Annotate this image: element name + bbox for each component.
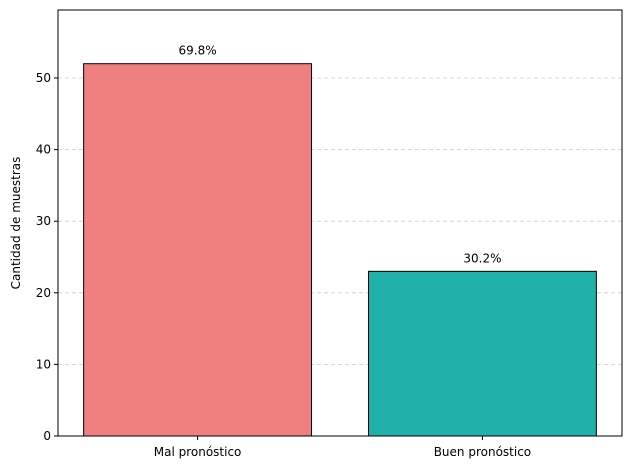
y-axis: 0 10 20 30 40 50 — [36, 71, 58, 443]
y-tick-label-4: 40 — [36, 143, 51, 157]
data-labels-layer: 69.8% 30.2% — [179, 44, 502, 266]
y-axis-label: Cantidad de muestras — [9, 157, 23, 290]
bar-data-label-0: 69.8% — [179, 44, 217, 58]
bar-data-label-1: 30.2% — [463, 251, 501, 265]
y-tick-label-5: 50 — [36, 71, 51, 85]
y-tick-label-1: 10 — [36, 357, 51, 371]
x-axis: Mal pronóstico Buen pronóstico — [154, 436, 531, 459]
bar-1 — [367, 270, 597, 437]
bars-layer — [83, 63, 597, 437]
plot-frame — [57, 9, 623, 437]
y-tick-label-2: 20 — [36, 286, 51, 300]
x-tick-label-0: Mal pronóstico — [154, 445, 242, 459]
bar-0 — [83, 63, 313, 437]
y-tick-label-3: 30 — [36, 214, 51, 228]
y-tick-label-0: 0 — [43, 429, 51, 443]
x-tick-label-1: Buen pronóstico — [434, 445, 531, 459]
